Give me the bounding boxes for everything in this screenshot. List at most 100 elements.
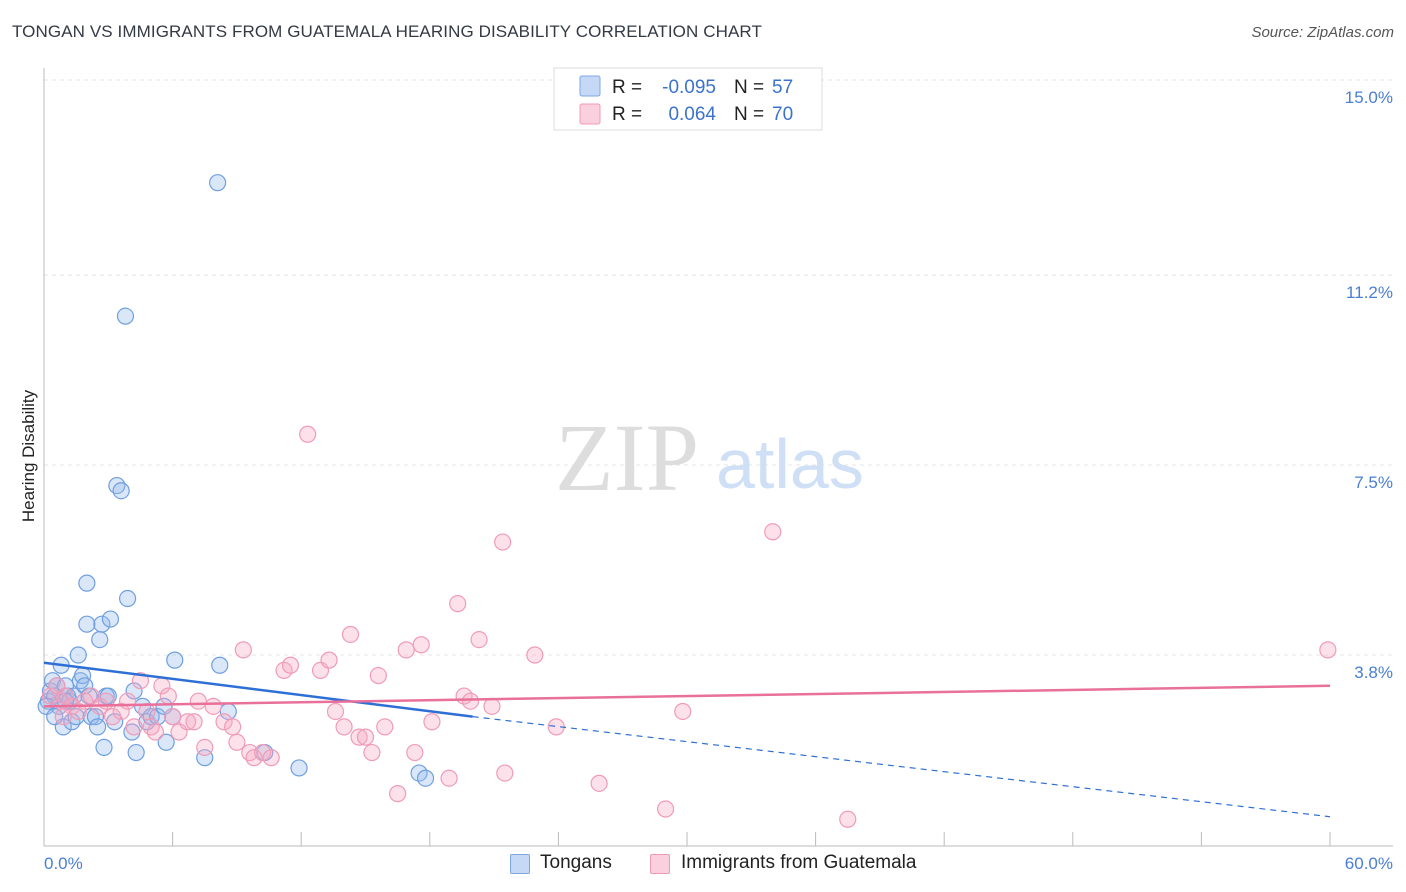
legend-swatch-guatemala [579, 103, 601, 125]
y-tick-label: 15.0% [1345, 88, 1393, 107]
y-tick-label: 7.5% [1354, 473, 1393, 492]
data-point [95, 738, 113, 757]
y-tick-label: 11.2% [1346, 283, 1393, 302]
bottom-legend-label-guatemala: Immigrants from Guatemala [681, 852, 917, 873]
legend-r-value-1: 0.064 [668, 104, 716, 125]
data-point [209, 174, 227, 192]
data-point [116, 307, 135, 325]
data-point [656, 800, 675, 818]
data-point [204, 697, 222, 715]
y-tick-labels: 3.8% 7.5% 11.2% 15.0% [1345, 88, 1393, 682]
legend-n-value-0: 57 [772, 77, 793, 98]
data-point [131, 672, 150, 690]
data-point [211, 656, 229, 674]
x-tick-labels: 0.0% 60.0% [44, 854, 1393, 873]
data-point [93, 615, 111, 633]
data-point [118, 692, 137, 710]
data-point [590, 774, 608, 792]
data-point [496, 764, 514, 782]
source-label: Source: ZipAtlas.com [1251, 24, 1394, 41]
data-point [389, 785, 407, 803]
data-point [326, 702, 345, 721]
data-point [406, 743, 424, 762]
legend-n-label-0: N = [734, 77, 764, 98]
data-point [674, 702, 692, 721]
data-point [350, 728, 368, 746]
data-point [526, 646, 544, 664]
legend-r-label-0: R = [612, 77, 642, 98]
data-point [56, 687, 75, 705]
data-point [376, 718, 394, 736]
data-point [335, 718, 353, 736]
data-point [397, 641, 415, 659]
y-axis-label: Hearing Disability [19, 389, 38, 522]
data-point [112, 702, 130, 721]
data-point [224, 718, 242, 736]
data-point [299, 425, 317, 443]
data-point [215, 713, 233, 731]
data-point [369, 666, 387, 685]
data-point [101, 610, 120, 628]
x-tick-label-max: 60.0% [1345, 854, 1393, 873]
data-point [88, 718, 107, 736]
data-point [290, 759, 308, 777]
data-point [189, 692, 207, 710]
x-tick-label-min: 0.0% [44, 854, 83, 873]
data-point [356, 728, 375, 746]
data-point [483, 697, 501, 715]
data-point [494, 533, 512, 551]
trend-line-tongans-extrapolated [472, 716, 1331, 818]
data-point [234, 641, 252, 659]
data-point [41, 687, 60, 705]
series-guatemala-points [41, 425, 1337, 828]
legend-r-value-0: -0.095 [662, 77, 716, 98]
axes [43, 68, 1393, 847]
data-point [97, 692, 115, 710]
data-point [416, 769, 435, 787]
watermark-zip: ZIP [555, 404, 699, 511]
trend-line-guatemala [43, 684, 1331, 708]
data-point [54, 708, 72, 726]
data-point [254, 743, 272, 762]
legend-n-label-1: N = [734, 104, 764, 125]
y-tick-label: 3.8% [1354, 663, 1393, 682]
data-point [78, 615, 96, 633]
trend-lines [43, 661, 1331, 818]
data-point [91, 630, 109, 649]
trend-line-tongans [43, 661, 473, 718]
data-point [1319, 641, 1337, 659]
data-point [449, 595, 467, 613]
grid [44, 79, 1393, 656]
data-point [320, 651, 338, 669]
watermark-atlas: atlas [716, 425, 864, 503]
data-point [103, 708, 122, 726]
data-point [118, 589, 137, 608]
data-point [440, 769, 458, 787]
data-point [196, 738, 214, 757]
data-point [179, 713, 197, 731]
data-point [341, 625, 360, 644]
data-point [461, 692, 480, 710]
data-point [159, 687, 177, 705]
y-axis-label-group: Hearing Disability [19, 389, 38, 522]
data-point [69, 702, 87, 721]
bottom-legend-label-tongans: Tongans [540, 852, 612, 873]
correlation-legend: R = -0.095 N = 57 R = 0.064 N = 70 [553, 67, 823, 131]
data-point [69, 646, 87, 664]
data-point [363, 743, 381, 762]
chart-title: TONGAN VS IMMIGRANTS FROM GUATEMALA HEAR… [12, 22, 762, 41]
data-point [166, 651, 184, 669]
data-point [112, 482, 130, 500]
data-point [423, 713, 441, 731]
legend-swatch-tongans [579, 75, 601, 97]
data-point [281, 656, 300, 674]
data-point [470, 630, 488, 649]
data-point [146, 723, 165, 741]
data-point [157, 733, 175, 751]
data-point [412, 636, 430, 654]
data-point [78, 574, 96, 592]
data-point [764, 523, 782, 541]
data-point [262, 749, 280, 767]
data-point [185, 713, 203, 731]
